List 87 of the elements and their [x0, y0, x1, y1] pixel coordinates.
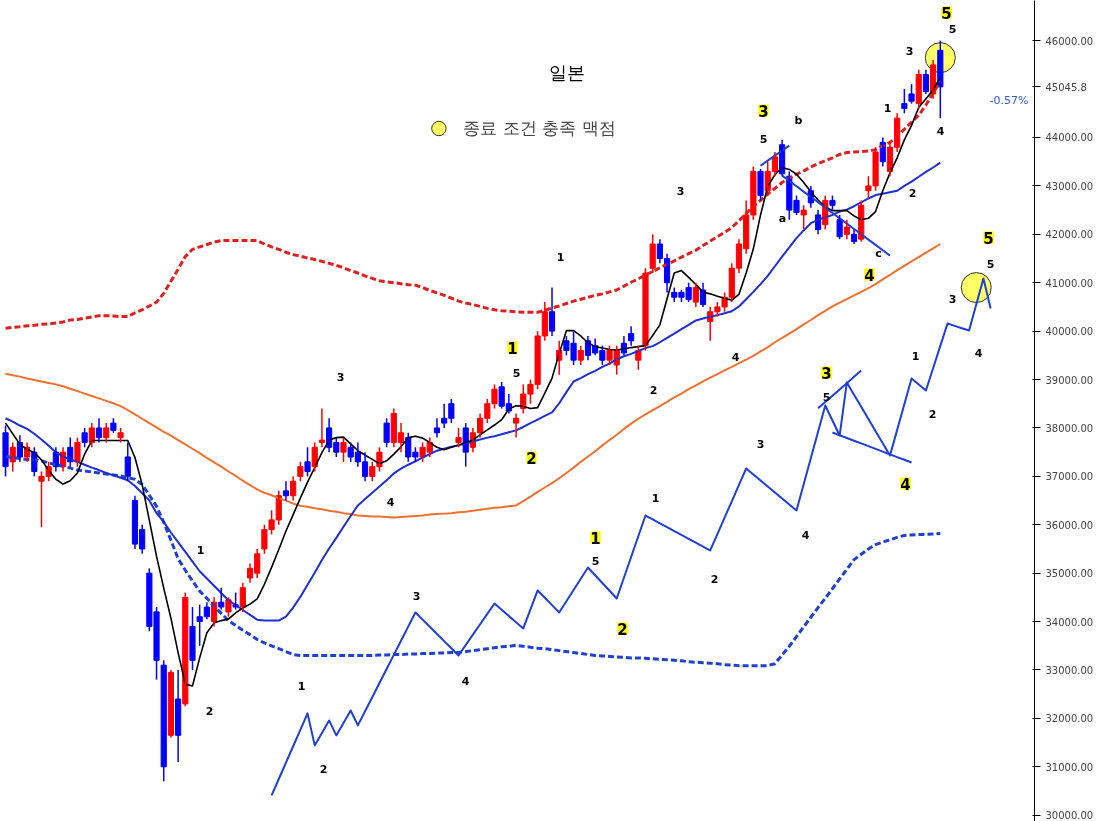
candlestick — [383, 417, 390, 449]
annotation: 1 — [507, 339, 518, 358]
annotation: 2 — [649, 383, 658, 397]
y-tick-label: 37000.00 — [1045, 471, 1094, 483]
annotation: 2 — [908, 186, 917, 200]
annotation: 5 — [948, 22, 957, 36]
candlestick — [649, 233, 656, 274]
candlestick — [915, 68, 922, 110]
annotation: 5 — [512, 366, 521, 380]
annotation: b — [794, 114, 803, 127]
y-tick-label: 42000.00 — [1045, 229, 1094, 241]
annotation: 4 — [974, 346, 983, 360]
line-series — [4, 242, 942, 519]
candlestick — [297, 461, 304, 482]
y-tick-label: 44000.00 — [1045, 132, 1094, 144]
candlestick — [340, 436, 347, 463]
annotation: 1 — [556, 250, 565, 264]
y-tick-label: 40000.00 — [1045, 326, 1094, 338]
annotation: 3 — [905, 44, 914, 58]
annotation: 2 — [526, 449, 537, 468]
annotation: 5 — [822, 390, 831, 404]
text: 일본 — [549, 62, 586, 83]
annotation: 3 — [948, 292, 957, 306]
candlestick — [189, 606, 196, 671]
y-tick-label: 39000.00 — [1045, 374, 1094, 386]
candlestick — [901, 88, 908, 115]
annotation: 2 — [928, 407, 937, 421]
candlestick — [2, 424, 9, 478]
y-tick-label: 33000.00 — [1045, 664, 1094, 676]
annotation: 3 — [336, 370, 345, 384]
y-tick-label: 43000.00 — [1045, 180, 1094, 192]
annotation: 3 — [412, 589, 421, 603]
candlestick — [937, 39, 944, 119]
legend-label: 종료 조건 충족 맥점 — [463, 116, 616, 140]
y-tick-label: 46000.00 — [1045, 35, 1094, 47]
annotation: 2 — [205, 704, 214, 718]
annotation: 3 — [676, 184, 685, 198]
annotation: 5 — [986, 257, 995, 271]
line-series — [831, 431, 913, 464]
y-tick-label: 32000.00 — [1045, 713, 1094, 725]
y-tick-label: 31000.00 — [1045, 761, 1094, 773]
annotation: 2 — [617, 620, 628, 639]
annotation: 5 — [941, 4, 952, 23]
annotation: 1 — [590, 529, 601, 548]
annotation: 4 — [936, 124, 945, 138]
line-series — [4, 161, 942, 622]
annotation: 4 — [900, 475, 911, 494]
candlestick — [800, 204, 807, 231]
annotation: 4 — [461, 674, 470, 688]
annotation: 5 — [983, 229, 994, 248]
candlestick — [160, 659, 167, 783]
annotation: 1 — [297, 679, 306, 693]
annotation: -0.57% — [989, 94, 1029, 107]
candlestick — [74, 436, 81, 468]
candlestick — [455, 427, 462, 449]
candlestick — [304, 446, 311, 478]
y-tick-label: 45045.8 — [1045, 81, 1087, 93]
y-tick-label: 38000.00 — [1045, 422, 1094, 434]
y-tick-label: 35000.00 — [1045, 568, 1094, 580]
candlestick — [182, 591, 189, 708]
annotation: 4 — [864, 266, 875, 285]
annotation: a — [778, 212, 787, 225]
annotation: 1 — [911, 349, 920, 363]
annotation: 2 — [319, 762, 328, 776]
annotation: 4 — [386, 495, 395, 509]
annotation: 3 — [821, 364, 832, 383]
y-tick-label: 41000.00 — [1045, 277, 1094, 289]
annotation: 5 — [591, 554, 600, 568]
candlestick — [836, 214, 843, 240]
annotation: 3 — [756, 437, 765, 451]
candlestick — [81, 427, 88, 449]
annotation: 1 — [883, 101, 892, 115]
y-tick-label: 36000.00 — [1045, 519, 1094, 531]
candlestick — [642, 267, 649, 352]
y-tick-label: 34000.00 — [1045, 616, 1094, 628]
annotation: 1 — [196, 543, 205, 557]
candlestick — [757, 168, 764, 202]
annotation: 3 — [758, 102, 769, 121]
y-tick-label: 30000.00 — [1045, 810, 1094, 821]
annotation: 5 — [759, 132, 768, 146]
annotation: 2 — [710, 572, 719, 586]
annotation: 4 — [731, 350, 740, 364]
line-series — [817, 369, 863, 410]
annotation: 4 — [801, 528, 810, 542]
candlestick — [908, 83, 915, 105]
annotation: 1 — [651, 491, 660, 505]
annotation: c — [875, 247, 882, 260]
